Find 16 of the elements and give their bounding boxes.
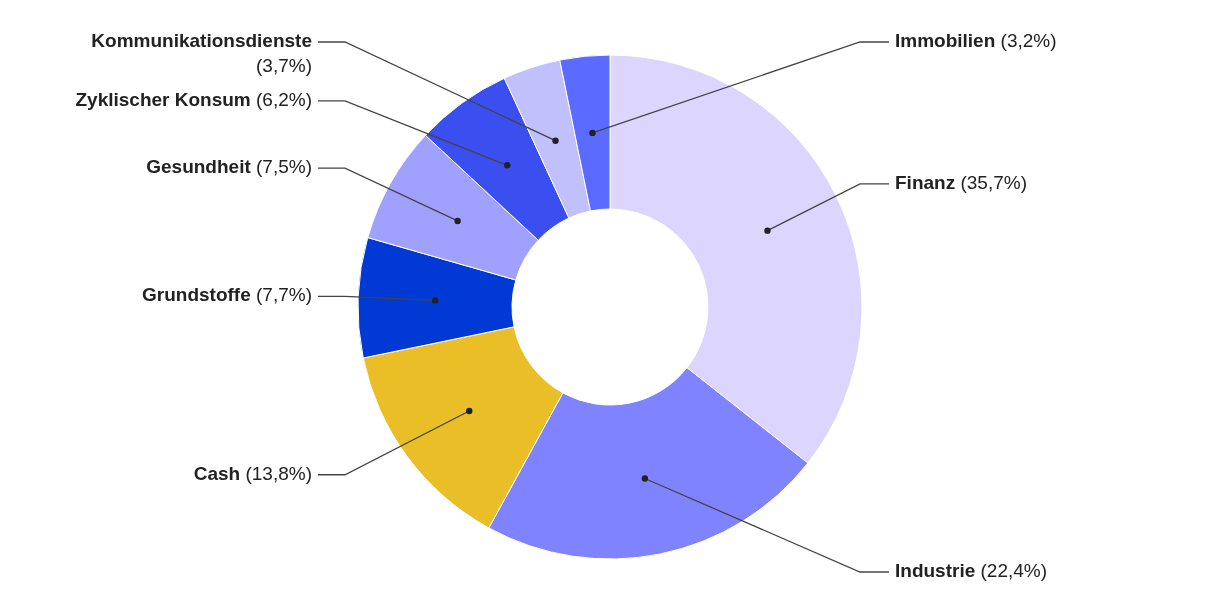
data-label: (7,7%) xyxy=(250,284,312,306)
data-label: (13,8%) xyxy=(240,462,312,484)
data-label: (6,2%) xyxy=(250,88,312,110)
data-label: (3,2%) xyxy=(995,30,1057,52)
data-label: (35,7%) xyxy=(955,171,1027,193)
data-label: (3,7%) xyxy=(256,55,312,77)
slice-label: Kommunikationsdienste xyxy=(91,30,312,52)
slice-label: Industrie xyxy=(895,560,976,582)
slice-label: Cash xyxy=(193,462,241,484)
data-label: (22,4%) xyxy=(975,560,1048,582)
slice-label: Zyklischer Konsum xyxy=(75,88,251,110)
slice-label: Finanz xyxy=(895,171,956,193)
data-label: (7,5%) xyxy=(250,156,312,178)
slice-label: Immobilien xyxy=(895,30,996,52)
slice-label: Gesundheit xyxy=(146,156,252,178)
slice-label: Grundstoffe xyxy=(142,284,251,306)
